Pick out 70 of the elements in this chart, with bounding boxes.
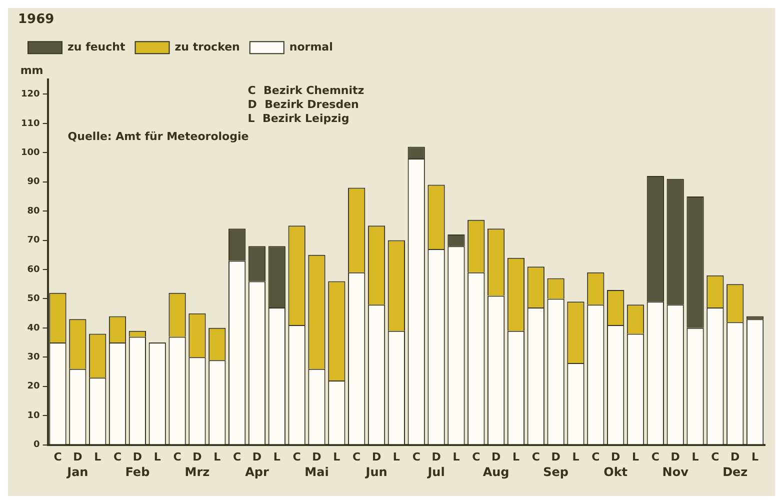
x-tick-label: D xyxy=(551,450,560,464)
x-tick-label: D xyxy=(73,450,82,464)
x-tick-label: C xyxy=(651,450,660,464)
x-tick-label: C xyxy=(352,450,361,464)
x-tick-label: C xyxy=(412,450,420,464)
x-tick-label: L xyxy=(452,450,460,464)
x-tick-label: D xyxy=(372,450,382,464)
y-tick-label: 20 xyxy=(27,382,40,392)
text: Jul xyxy=(426,464,445,479)
y-tick-label: 40 xyxy=(27,323,40,334)
x-tick-label: D xyxy=(670,450,680,464)
annotation: D Bezirk Dresden xyxy=(248,98,359,111)
x-tick-label: L xyxy=(392,450,400,464)
x-tick-label: L xyxy=(692,450,699,464)
y-tick-label: 70 xyxy=(27,236,40,246)
text: Dez xyxy=(722,464,748,479)
x-tick-label: D xyxy=(192,450,202,464)
x-tick-label: D xyxy=(432,450,441,464)
annotation: C Bezirk Chemnitz xyxy=(248,84,364,97)
y-tick-label: 90 xyxy=(27,177,40,188)
x-tick-label: L xyxy=(632,450,640,464)
y-tick-label: 100 xyxy=(20,148,40,158)
x-tick-label: D xyxy=(611,450,620,464)
text: Okt xyxy=(604,464,628,479)
x-tick-label: D xyxy=(491,450,501,464)
x-tick-label: C xyxy=(54,450,62,464)
annotation: Quelle: Amt für Meteorologie xyxy=(68,130,249,143)
x-tick-label: C xyxy=(592,450,600,464)
text: Jun xyxy=(364,464,388,479)
text: Mai xyxy=(304,464,329,479)
text: Mrz xyxy=(184,464,210,479)
legend-label: normal xyxy=(289,40,333,54)
y-tick-label: 80 xyxy=(27,206,40,216)
x-tick-label: L xyxy=(572,450,580,464)
x-tick-label: D xyxy=(312,450,322,464)
y-tick-label: 50 xyxy=(27,294,40,304)
x-tick-label: D xyxy=(132,450,142,464)
text: Sep xyxy=(543,464,569,479)
x-tick-label: C xyxy=(472,450,480,464)
text: Aug xyxy=(482,464,510,479)
y-tick-label: 30 xyxy=(27,352,40,362)
x-tick-label: C xyxy=(532,450,540,464)
text: Nov xyxy=(662,464,689,479)
y-tick-label: 0 xyxy=(34,440,40,450)
x-tick-label: C xyxy=(711,450,720,464)
x-tick-label: L xyxy=(214,450,221,464)
x-tick-label: C xyxy=(292,450,301,464)
text: Apr xyxy=(245,464,269,479)
text: Jan xyxy=(66,464,88,479)
x-tick-label: C xyxy=(233,450,242,464)
x-tick-label: L xyxy=(752,450,759,464)
annotation: L Bezirk Leipzig xyxy=(248,112,350,125)
x-tick-label: L xyxy=(154,450,161,464)
x-tick-label: L xyxy=(94,450,102,464)
y-tick-label: 10 xyxy=(27,410,40,421)
x-tick-label: L xyxy=(333,450,340,464)
legend-label: zu trocken xyxy=(174,40,240,54)
legend-label: zu feucht xyxy=(68,40,126,54)
x-tick-label: C xyxy=(113,450,122,464)
y-tick-label: 120 xyxy=(20,90,40,100)
x-tick-label: D xyxy=(730,450,740,464)
y-tick-label: 60 xyxy=(27,264,40,275)
x-tick-label: L xyxy=(512,450,520,464)
x-tick-label: L xyxy=(273,450,280,464)
text: Feb xyxy=(125,464,150,479)
chart-title: 1969 xyxy=(18,12,54,28)
x-tick-label: D xyxy=(252,450,262,464)
y-axis-title: mm xyxy=(20,64,44,77)
y-tick-label: 110 xyxy=(20,118,40,129)
x-tick-label: C xyxy=(173,450,182,464)
